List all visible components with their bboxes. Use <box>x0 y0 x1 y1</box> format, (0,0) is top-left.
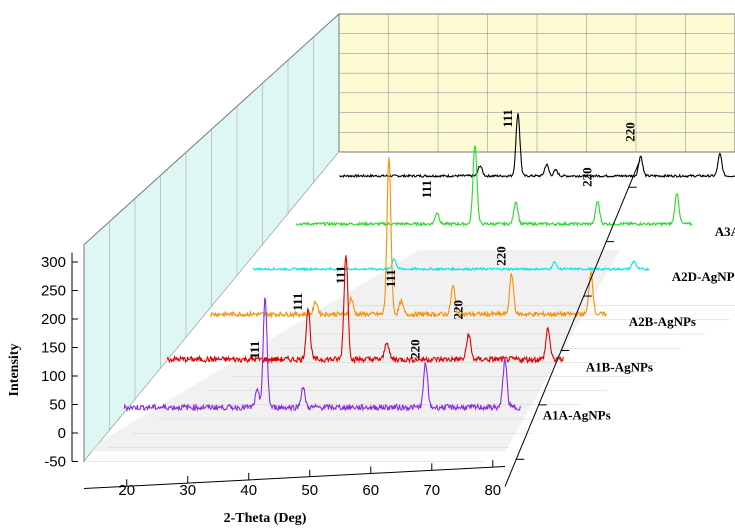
series-label-A1A-AgNPs: A1A-AgNPs <box>543 407 611 422</box>
x-tick-label: 40 <box>240 482 257 499</box>
x-tick-label: 50 <box>301 482 318 499</box>
series-line-A2B-AgNPs <box>209 157 607 319</box>
x-tick-label: 70 <box>423 482 440 499</box>
depth-axis <box>504 159 641 487</box>
peak-label: 111 <box>500 109 515 127</box>
x-axis-title: 2-Theta (Deg) <box>224 511 307 526</box>
y-tick-label: 300 <box>41 254 66 271</box>
chart-axes: -50 0 50 100 150 200 250 300 20 30 40 50 60 70 80 <box>41 159 641 499</box>
chart-series-layer: 111220KX1-AgNPs111220A3A-AgNPsA2D-AgNPs1… <box>123 109 735 422</box>
x-tick-label: 60 <box>362 482 379 499</box>
y-tick-label: 100 <box>41 368 66 385</box>
y-axis-title: Intensity <box>7 344 22 397</box>
x-tick-label: 30 <box>179 482 196 499</box>
peak-label: 220 <box>494 246 509 266</box>
peak-label: 220 <box>580 167 595 187</box>
floor-shade <box>84 250 620 452</box>
y-tick-label: -50 <box>44 454 66 471</box>
series-label-A3A-AgNPs: A3A-AgNPs <box>715 224 735 239</box>
y-tick-label: 250 <box>41 283 66 300</box>
x-tick-label: 20 <box>118 482 135 499</box>
series-line-A1B-AgNPs <box>166 255 564 365</box>
series-line-A1A-AgNPs <box>123 297 521 413</box>
x-tick-label: 80 <box>484 482 501 499</box>
peak-label: 111 <box>383 269 398 287</box>
chart-walls <box>83 12 735 463</box>
x-axis-line <box>83 466 506 489</box>
series-line-A3A-AgNPs <box>295 145 693 228</box>
peak-label: 111 <box>333 266 348 284</box>
chart-gridlines <box>84 14 735 462</box>
y-tick-label: 50 <box>49 397 66 414</box>
y-tick-label: 200 <box>41 311 66 328</box>
peak-label: 111 <box>247 341 262 359</box>
series-label-A1B-AgNPs: A1B-AgNPs <box>586 359 653 374</box>
peak-label: 220 <box>408 339 423 359</box>
series-line-A2D-AgNPs <box>252 257 650 272</box>
peak-label: 111 <box>419 180 434 198</box>
series-line-KX1-AgNPs <box>339 113 735 179</box>
series-label-A2D-AgNPs: A2D-AgNPs <box>672 269 735 284</box>
y-tick-label: 0 <box>58 425 66 442</box>
peak-label: 220 <box>623 122 638 142</box>
peak-label: 220 <box>451 300 466 320</box>
series-label-A2B-AgNPs: A2B-AgNPs <box>629 314 696 329</box>
y-tick-label: 150 <box>41 340 66 357</box>
peak-label: 111 <box>290 293 305 311</box>
